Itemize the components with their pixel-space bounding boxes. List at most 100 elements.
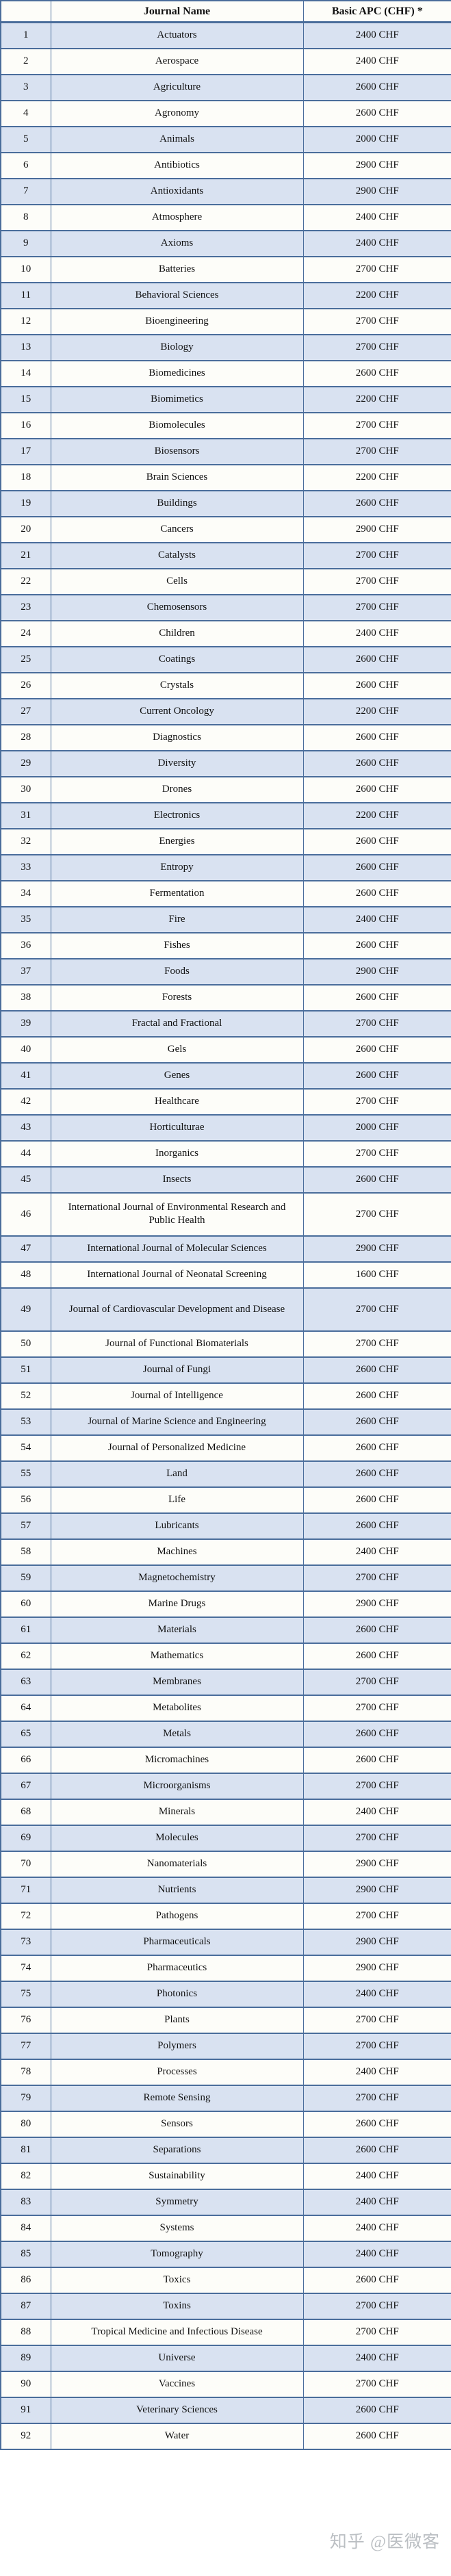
table-row: 74 Pharmaceutics 2900 CHF [0,1954,451,1982]
journal-name: Systems [50,2214,304,2242]
row-number: 76 [0,2006,51,2034]
apc-value: 2700 CHF [302,2292,451,2320]
table-row: 46 International Journal of Environmenta… [0,1192,451,1237]
journal-name: Toxics [50,2266,304,2294]
row-number: 28 [0,723,51,751]
table-row: 64 Metabolites 2700 CHF [0,1694,451,1722]
journal-name: Current Oncology [50,697,304,725]
journal-name: Energies [50,827,304,855]
apc-value: 2600 CHF [302,2266,451,2294]
table-row: 18 Brain Sciences 2200 CHF [0,463,451,491]
table-row: 69 Molecules 2700 CHF [0,1824,451,1852]
row-number: 37 [0,957,51,986]
table-row: 33 Entropy 2600 CHF [0,853,451,881]
table-row: 77 Polymers 2700 CHF [0,2032,451,2060]
row-number: 7 [0,177,51,205]
apc-value: 2700 CHF [302,1772,451,1800]
table-row: 24 Children 2400 CHF [0,619,451,647]
apc-value: 2000 CHF [302,1113,451,1142]
watermark: 知乎 @医微客 [329,2533,440,2551]
apc-value: 2900 CHF [302,1928,451,1956]
row-number: 16 [0,411,51,439]
apc-value: 2700 CHF [302,2006,451,2034]
row-number: 15 [0,385,51,413]
row-number: 84 [0,2214,51,2242]
journal-name: Journal of Intelligence [50,1382,304,1410]
table-row: 29 Diversity 2600 CHF [0,749,451,777]
table-row: 54 Journal of Personalized Medicine 2600… [0,1434,451,1462]
apc-value: 2400 CHF [302,2344,451,2372]
table-row: 17 Biosensors 2700 CHF [0,437,451,465]
row-number: 70 [0,1850,51,1878]
apc-value: 2400 CHF [302,619,451,647]
apc-value: 2600 CHF [302,983,451,1012]
table-row: 23 Chemosensors 2700 CHF [0,593,451,621]
row-number: 13 [0,333,51,361]
table-row: 10 Batteries 2700 CHF [0,255,451,283]
journal-name: Animals [50,125,304,153]
apc-value: 2400 CHF [302,2214,451,2242]
apc-table: Journal Name Basic APC (CHF) * 1 Actuato… [0,0,451,2450]
row-number: 4 [0,99,51,127]
journal-name: Journal of Functional Biomaterials [50,1330,304,1358]
apc-value: 2600 CHF [302,775,451,803]
journal-name: Remote Sensing [50,2084,304,2112]
row-number: 86 [0,2266,51,2294]
journal-name: Biosensors [50,437,304,465]
table-row: 79 Remote Sensing 2700 CHF [0,2084,451,2112]
journal-name: Biomedicines [50,359,304,387]
table-row: 73 Pharmaceuticals 2900 CHF [0,1928,451,1956]
table-row: 40 Gels 2600 CHF [0,1035,451,1064]
journal-name: Processes [50,2058,304,2086]
row-number: 64 [0,1694,51,1722]
journal-name: Horticulturae [50,1113,304,1142]
row-number: 54 [0,1434,51,1462]
table-row: 76 Plants 2700 CHF [0,2006,451,2034]
journal-name: Antioxidants [50,177,304,205]
journal-name: Fire [50,905,304,933]
row-number: 18 [0,463,51,491]
row-number: 52 [0,1382,51,1410]
row-number: 48 [0,1261,51,1289]
apc-value: 2900 CHF [302,1590,451,1618]
apc-value: 2700 CHF [302,1824,451,1852]
journal-name: Magnetochemistry [50,1564,304,1592]
table-row: 21 Catalysts 2700 CHF [0,541,451,569]
journal-name: Atmosphere [50,203,304,231]
row-number: 60 [0,1590,51,1618]
row-number: 23 [0,593,51,621]
table-row: 71 Nutrients 2900 CHF [0,1876,451,1904]
journal-name: Photonics [50,1980,304,2008]
apc-value: 2600 CHF [302,1035,451,1064]
journal-name: Biomimetics [50,385,304,413]
journal-name: Plants [50,2006,304,2034]
apc-value: 2900 CHF [302,1235,451,1263]
journal-name: Batteries [50,255,304,283]
journal-name: Genes [50,1061,304,1090]
apc-value: 2400 CHF [302,203,451,231]
column-header-basic-apc: Basic APC (CHF) * [302,0,451,23]
apc-value: 2600 CHF [302,879,451,907]
journal-name: Fermentation [50,879,304,907]
journal-name: Foods [50,957,304,986]
table-row: 27 Current Oncology 2200 CHF [0,697,451,725]
row-number: 44 [0,1139,51,1168]
journal-name: Life [50,1486,304,1514]
table-row: 5 Animals 2000 CHF [0,125,451,153]
journal-name: Tropical Medicine and Infectious Disease [50,2318,304,2346]
table-row: 41 Genes 2600 CHF [0,1061,451,1090]
apc-value: 2000 CHF [302,125,451,153]
table-row: 26 Crystals 2600 CHF [0,671,451,699]
table-row: 25 Coatings 2600 CHF [0,645,451,673]
journal-name: Chemosensors [50,593,304,621]
apc-value: 2400 CHF [302,1980,451,2008]
row-number: 75 [0,1980,51,2008]
journal-name: Drones [50,775,304,803]
apc-value: 2600 CHF [302,2422,451,2450]
row-number: 59 [0,1564,51,1592]
row-number: 33 [0,853,51,881]
row-number: 78 [0,2058,51,2086]
apc-value: 2400 CHF [302,2058,451,2086]
table-row: 67 Microorganisms 2700 CHF [0,1772,451,1800]
table-row: 50 Journal of Functional Biomaterials 27… [0,1330,451,1358]
